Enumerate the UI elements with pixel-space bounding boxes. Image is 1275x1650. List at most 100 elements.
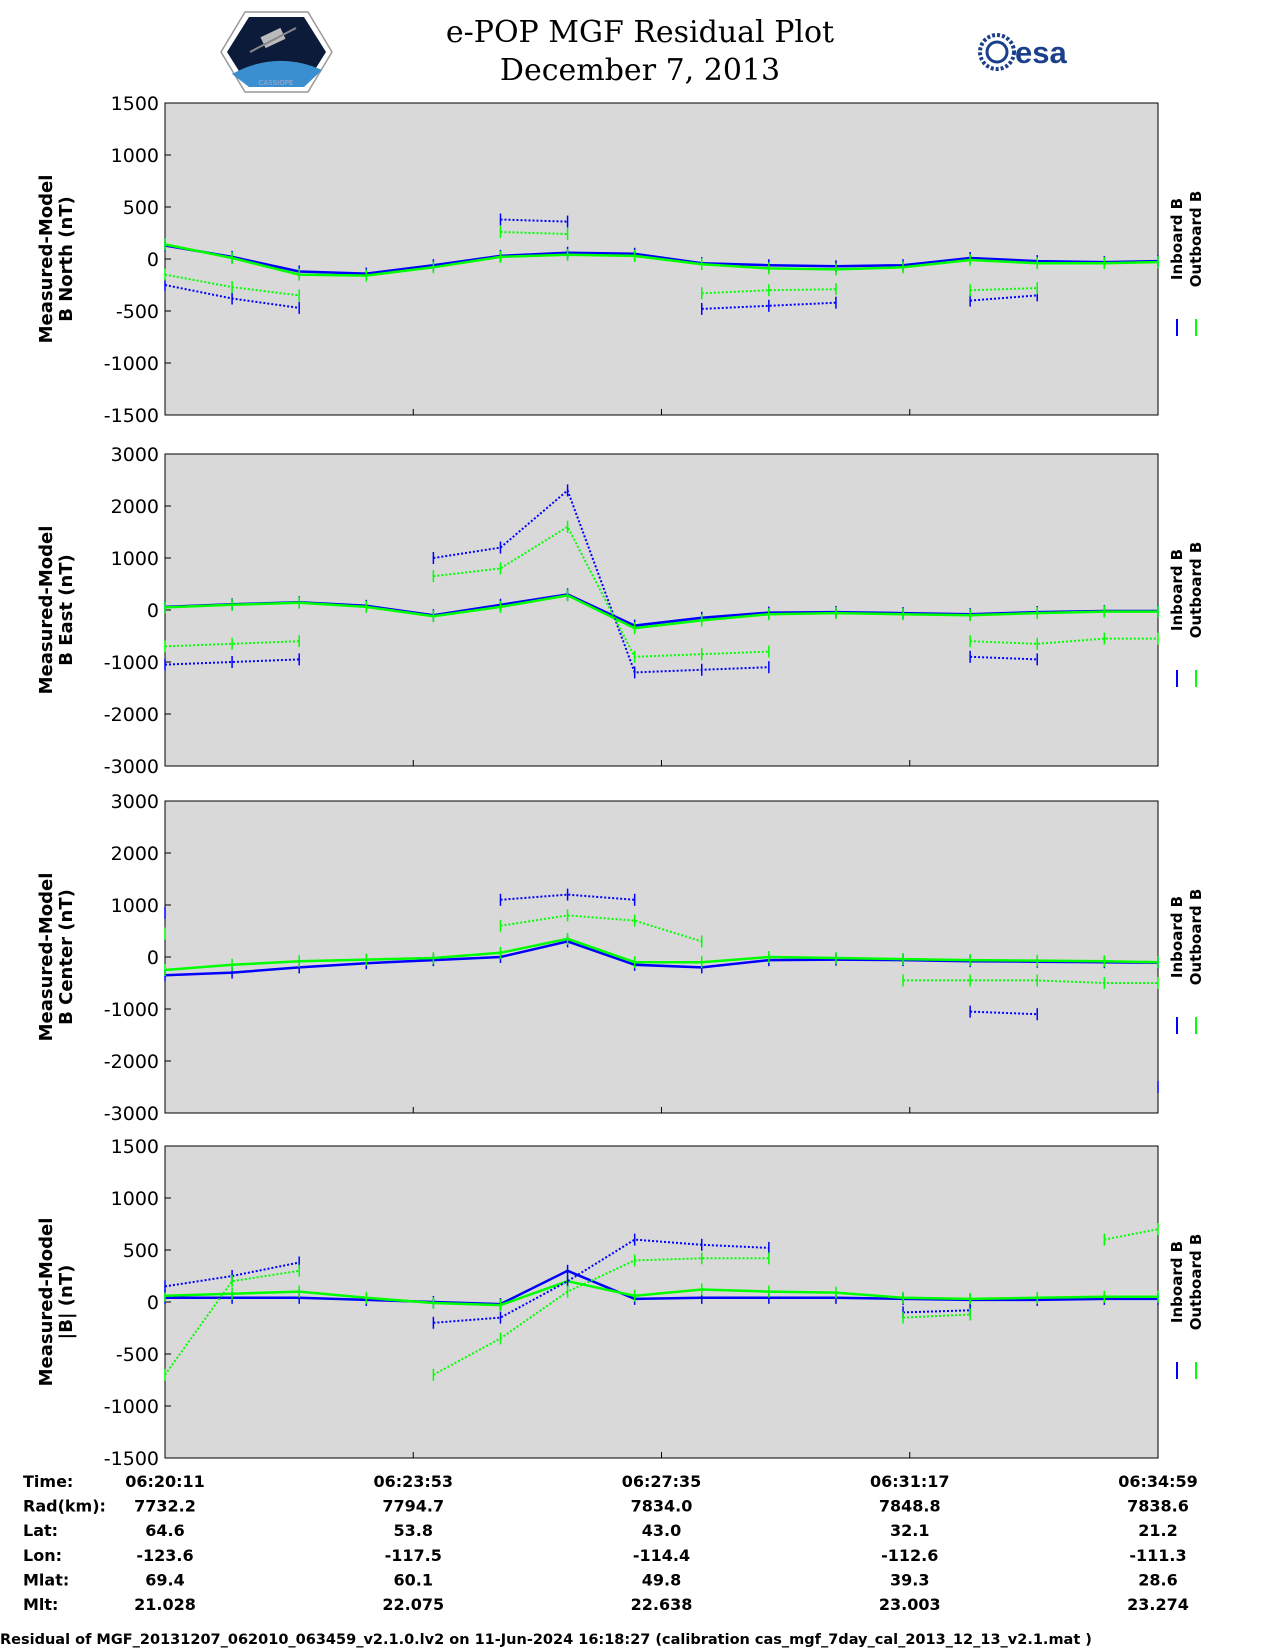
info-row-value: 23.274 — [1127, 1595, 1189, 1614]
y-axis-label-line-1: Measured-Model — [36, 526, 57, 695]
info-row-value: -111.3 — [1129, 1546, 1186, 1565]
y-tick-label: -1500 — [104, 1448, 159, 1470]
esa-text: esa — [1015, 35, 1067, 70]
series-line-outboard-b — [164, 594, 1158, 630]
info-row-value: 06:34:59 — [1118, 1472, 1198, 1491]
legend-label: Outboard B — [1187, 191, 1205, 288]
axes-background — [164, 800, 1159, 1114]
y-axis-label-line-1: Measured-Model — [36, 175, 57, 344]
axes-background — [164, 453, 1159, 767]
y-tick-label: 1000 — [111, 145, 159, 167]
info-row-value: 7834.0 — [631, 1497, 693, 1516]
info-row-value: 22.075 — [382, 1595, 444, 1614]
info-row-value: 60.1 — [394, 1570, 433, 1589]
info-row-value: 64.6 — [145, 1521, 184, 1540]
info-row-value: 7794.7 — [382, 1497, 444, 1516]
legend-label: Outboard B — [1187, 542, 1205, 639]
info-row-value: 06:23:53 — [373, 1472, 453, 1491]
info-row-value: 7838.6 — [1127, 1497, 1189, 1516]
y-tick-label: -1000 — [104, 1396, 159, 1418]
chart-panel-3: 3000 2000 1000 0 -1000 -2000 -3000 Measured-Mod… — [36, 791, 1205, 1125]
info-row-value: -114.4 — [633, 1546, 690, 1565]
info-row-value: 32.1 — [890, 1521, 929, 1540]
info-row-value: 7732.2 — [134, 1497, 196, 1516]
legend-label: Outboard B — [1187, 889, 1205, 986]
series-line-outboard-b — [164, 937, 1159, 972]
y-tick-label: 500 — [123, 197, 159, 219]
legend-label: Inboard B — [1168, 549, 1186, 631]
y-tick-label: -500 — [116, 301, 159, 323]
series-line-outboard-b-secondary — [500, 914, 1158, 984]
info-row-value: 7848.8 — [879, 1497, 941, 1516]
chart-panel-1: 1500 1000 500 0 -500 -1000 -1500 Measured-Model… — [36, 93, 1205, 427]
y-axis-label-line-2: |B| (nT) — [56, 1265, 77, 1340]
y-tick-label: 0 — [147, 600, 159, 622]
legend-label: Inboard B — [1168, 198, 1186, 280]
info-row-label: Rad(km): — [23, 1497, 106, 1516]
series-line-inboard-b-secondary — [164, 488, 1038, 674]
legend-label: Outboard B — [1187, 1234, 1205, 1331]
info-row-value: 53.8 — [394, 1521, 433, 1540]
info-row-value: 28.6 — [1138, 1570, 1177, 1589]
footer-text: Residual of MGF_20131207_062010_063459_v… — [0, 1632, 1092, 1648]
chart-panel-2: 3000 2000 1000 0 -1000 -2000 -3000 Measured-Mod… — [36, 444, 1205, 778]
series-line-outboard-b — [164, 1279, 1158, 1307]
y-tick-label: 1000 — [111, 895, 159, 917]
legend: Inboard B Outboard B — [1168, 191, 1205, 336]
series-line-outboard-b — [164, 243, 1159, 277]
title-line-1: e-POP MGF Residual Plot — [446, 15, 834, 50]
y-tick-label: 3000 — [111, 444, 159, 466]
y-tick-label: -3000 — [104, 756, 159, 778]
y-tick-label: 1500 — [111, 1136, 159, 1158]
legend-label: Inboard B — [1168, 896, 1186, 978]
esa-logo: esa — [978, 33, 1067, 71]
legend: Inboard B Outboard B — [1168, 1234, 1205, 1379]
y-tick-label: -1500 — [104, 405, 159, 427]
y-tick-label: 1000 — [111, 1188, 159, 1210]
axes-background — [164, 1145, 1159, 1459]
info-row-value: -117.5 — [385, 1546, 442, 1565]
info-row-value: -123.6 — [136, 1546, 193, 1565]
info-row-value: 06:31:17 — [870, 1472, 950, 1491]
y-tick-label: 500 — [123, 1240, 159, 1262]
y-tick-label: 1500 — [111, 93, 159, 115]
y-tick-label: -3000 — [104, 1103, 159, 1125]
y-tick-label: -1000 — [104, 652, 159, 674]
info-row-label: Mlt: — [23, 1595, 58, 1614]
y-tick-label: 0 — [147, 249, 159, 271]
y-tick-label: -1000 — [104, 999, 159, 1021]
series-line-outboard-b-secondary — [164, 525, 1158, 658]
y-axis-label-line-2: B East (nT) — [56, 554, 77, 666]
series-line-inboard-b — [165, 1269, 1158, 1306]
series-line-inboard-b-secondary — [164, 1238, 971, 1324]
y-axis-label-line-2: B North (nT) — [56, 196, 77, 322]
info-row-value: 21.2 — [1138, 1521, 1177, 1540]
y-tick-label: 0 — [147, 947, 159, 969]
info-row-value: 21.028 — [134, 1595, 196, 1614]
y-tick-label: -500 — [116, 1344, 159, 1366]
svg-text:CASSIOPE: CASSIOPE — [259, 79, 294, 87]
y-axis-label-line-1: Measured-Model — [36, 873, 57, 1042]
info-row-label: Lon: — [23, 1546, 62, 1565]
info-row-value: -112.6 — [881, 1546, 938, 1565]
info-row-value: 43.0 — [642, 1521, 681, 1540]
legend: Inboard B Outboard B — [1168, 889, 1205, 1034]
info-row-value: 39.3 — [890, 1570, 929, 1589]
info-row-label: Mlat: — [23, 1570, 69, 1589]
y-axis-label-line-1: Measured-Model — [36, 1218, 57, 1387]
info-row-value: 22.638 — [631, 1595, 693, 1614]
info-row-value: 06:20:11 — [125, 1472, 205, 1491]
legend: Inboard B Outboard B — [1168, 542, 1205, 687]
chart-panel-4: 1500 1000 500 0 -500 -1000 -1500 Measured-Model… — [36, 1136, 1205, 1470]
y-tick-label: -2000 — [104, 704, 159, 726]
info-row-value: 69.4 — [145, 1570, 184, 1589]
y-axis-label-line-2: B Center (nT) — [56, 889, 77, 1025]
info-row-label: Lat: — [23, 1521, 58, 1540]
legend-label: Inboard B — [1168, 1241, 1186, 1323]
info-row-value: 23.003 — [879, 1595, 941, 1614]
y-tick-label: 2000 — [111, 496, 159, 518]
y-tick-label: -2000 — [104, 1051, 159, 1073]
title-line-2: December 7, 2013 — [500, 53, 780, 88]
info-row-value: 06:27:35 — [622, 1472, 702, 1491]
